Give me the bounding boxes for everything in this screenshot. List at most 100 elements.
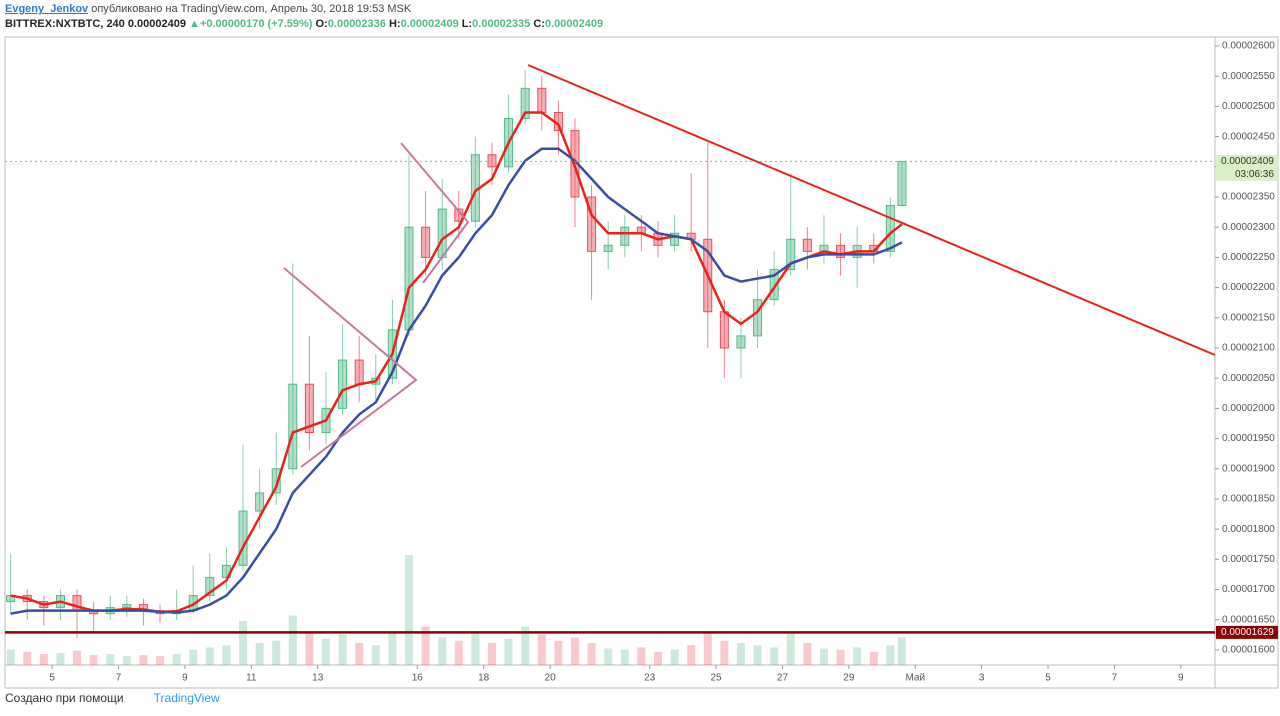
price-label-box bbox=[1216, 154, 1278, 181]
arrow: ▲ bbox=[189, 18, 200, 30]
y-tick-label: 0.00002050 bbox=[1222, 373, 1275, 384]
volume-bar bbox=[853, 647, 862, 665]
y-tick-label: 0.00002000 bbox=[1222, 403, 1275, 414]
brand[interactable]: TradingView bbox=[153, 691, 220, 705]
volume-bar bbox=[421, 626, 430, 665]
volume-bar bbox=[205, 647, 214, 665]
footer: Создано при помощи TradingView bbox=[5, 691, 220, 705]
y-tick-label: 0.00002250 bbox=[1222, 252, 1275, 263]
volume-bar bbox=[836, 649, 845, 665]
header: Evgeny_Jenkov опубликовано на TradingVie… bbox=[5, 3, 411, 15]
h: 0.00002409 bbox=[400, 18, 459, 30]
y-tick-label: 0.00001650 bbox=[1222, 614, 1275, 625]
l: 0.00002335 bbox=[472, 18, 531, 30]
candle-body bbox=[338, 359, 348, 409]
x-tick-label: 11 bbox=[246, 673, 257, 684]
y-tick-label: 0.00002550 bbox=[1222, 71, 1275, 82]
volume-bar bbox=[504, 638, 513, 665]
volume-bar bbox=[786, 632, 795, 665]
x-tick-label: 5 bbox=[49, 673, 55, 684]
h-label: H: bbox=[388, 18, 401, 30]
author[interactable]: Evgeny_Jenkov bbox=[5, 3, 89, 15]
volume-bar bbox=[56, 652, 65, 665]
volume-bar bbox=[687, 645, 696, 665]
change: +0.00000170 (+7.59%) bbox=[199, 18, 313, 30]
volume-bar bbox=[471, 632, 480, 665]
y-tick-label: 0.00001900 bbox=[1222, 463, 1275, 474]
volume-bar bbox=[438, 637, 447, 665]
symbol: BITTREX:NXTBTC, 240 bbox=[5, 18, 125, 30]
x-tick-label: 27 bbox=[777, 673, 789, 684]
volume-bar bbox=[637, 647, 646, 665]
volume-bar bbox=[620, 649, 629, 665]
x-tick-label: 3 bbox=[979, 673, 985, 684]
volume-bar bbox=[388, 632, 397, 665]
candle-body bbox=[603, 244, 613, 252]
price-label: 0.00001629 bbox=[1221, 627, 1274, 638]
x-tick-label: 9 bbox=[1178, 673, 1184, 684]
y-tick-label: 0.00001600 bbox=[1222, 645, 1275, 656]
y-tick-label: 0.00001700 bbox=[1222, 584, 1275, 595]
x-tick-label: 16 bbox=[412, 673, 424, 684]
volume-bar bbox=[89, 655, 98, 665]
volume-bar bbox=[454, 640, 463, 665]
y-tick-label: 0.00002350 bbox=[1222, 192, 1275, 203]
volume-bar bbox=[305, 632, 314, 665]
volume-bar bbox=[371, 645, 380, 665]
candle-body bbox=[421, 226, 431, 258]
y-tick-label: 0.00002500 bbox=[1222, 101, 1275, 112]
volume-bar bbox=[537, 634, 546, 665]
moving-average bbox=[10, 147, 903, 615]
x-tick-label: 7 bbox=[116, 673, 122, 684]
l-label: L: bbox=[461, 18, 473, 30]
candle-body bbox=[885, 204, 895, 252]
y-tick-label: 0.00001950 bbox=[1222, 433, 1275, 444]
drawings bbox=[283, 64, 1216, 468]
last: 0.00002409 bbox=[127, 18, 186, 30]
volume-bar bbox=[487, 643, 496, 665]
candle-body bbox=[719, 311, 729, 349]
volume-bar bbox=[322, 638, 331, 665]
moving-average bbox=[10, 111, 903, 614]
triangle[interactable] bbox=[400, 142, 470, 284]
volume-bar bbox=[753, 645, 762, 665]
candle-body bbox=[238, 510, 248, 566]
volume-bar bbox=[106, 654, 115, 665]
trendline[interactable] bbox=[527, 64, 1216, 356]
volume-bar bbox=[703, 632, 712, 665]
candle-body bbox=[670, 232, 680, 246]
candle-body bbox=[271, 468, 281, 494]
volume-bar bbox=[770, 647, 779, 665]
volume-bar bbox=[886, 645, 895, 665]
triangle[interactable] bbox=[283, 267, 418, 468]
candle-body bbox=[354, 359, 364, 385]
volume-bar bbox=[189, 649, 198, 665]
x-tick-label: 7 bbox=[1112, 673, 1118, 684]
x-tick-label: 25 bbox=[710, 673, 722, 684]
volume-bar bbox=[587, 643, 596, 665]
y-tick-label: 0.00002600 bbox=[1222, 41, 1275, 52]
price-label: 0.00002409 bbox=[1221, 156, 1274, 167]
candle-body bbox=[620, 226, 630, 246]
candle-body bbox=[736, 335, 746, 349]
volume-bar bbox=[139, 655, 148, 665]
y-tick-label: 0.00001800 bbox=[1222, 524, 1275, 535]
x-tick-label: 5 bbox=[1045, 673, 1051, 684]
x-tick-label: 9 bbox=[182, 673, 188, 684]
y-tick-label: 0.00002300 bbox=[1222, 222, 1275, 233]
made-with: Создано при помощи bbox=[5, 691, 124, 705]
legend: BITTREX:NXTBTC, 240 0.00002409 ▲+0.00000… bbox=[5, 18, 603, 30]
frame bbox=[4, 36, 1279, 689]
candle-body bbox=[404, 226, 414, 331]
y-tick-label: 0.00001850 bbox=[1222, 494, 1275, 505]
x-tick-label: 23 bbox=[644, 673, 656, 684]
countdown: 03:06:36 bbox=[1235, 169, 1274, 180]
x-tick-label: 20 bbox=[545, 673, 557, 684]
volume-bar bbox=[172, 654, 181, 665]
published: опубликовано на TradingView.com, Апрель … bbox=[91, 3, 412, 15]
volume-bar bbox=[554, 640, 563, 665]
volume-bar bbox=[272, 640, 281, 665]
x-tick-label: 29 bbox=[843, 673, 855, 684]
candle-body bbox=[304, 383, 314, 434]
